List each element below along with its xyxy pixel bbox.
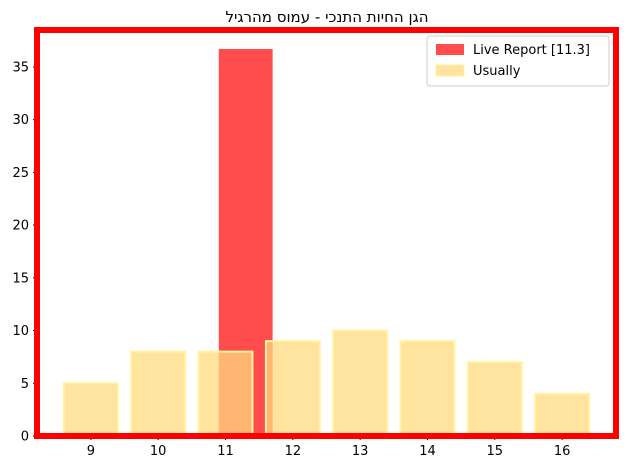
- x-tick-label: 11: [217, 444, 234, 459]
- usual-bar-9: [62, 382, 119, 438]
- x-axis: 9 10 11 12 13 14 15 16: [87, 436, 571, 459]
- plot-frame: [34, 27, 619, 439]
- chart-title: הגן החיות התנכי - עמוס מהרגיל: [225, 8, 428, 26]
- x-tick-label: 12: [285, 444, 302, 459]
- x-tick-label: 10: [150, 444, 167, 459]
- y-tick-label: 20: [12, 219, 29, 234]
- x-tick-label: 14: [419, 444, 436, 459]
- y-tick-label: 35: [12, 60, 29, 75]
- usual-bar-14: [399, 340, 456, 437]
- x-tick-label: 15: [487, 444, 504, 459]
- legend-box: [426, 35, 610, 87]
- legend-label-usually: Usually: [473, 64, 521, 79]
- legend-swatch-live: [436, 44, 464, 55]
- y-tick-label: 15: [12, 271, 29, 286]
- usual-bar-13: [332, 329, 389, 437]
- usual-bar-15: [466, 361, 523, 438]
- legend: Live Report [11.3] Usually: [426, 35, 610, 87]
- y-tick-label: 5: [21, 377, 29, 392]
- x-tick-label: 16: [554, 444, 571, 459]
- y-axis: 0 5 10 15 20 25 30 35: [12, 60, 37, 445]
- usual-bar-10: [130, 350, 187, 437]
- usual-bar-16: [534, 392, 591, 437]
- y-tick-label: 30: [12, 113, 29, 128]
- legend-swatch-usually: [435, 64, 465, 77]
- usual-bar-11: [197, 350, 254, 437]
- x-tick-label: 13: [352, 444, 369, 459]
- legend-label-live: Live Report [11.3]: [473, 43, 590, 58]
- y-tick-label: 0: [21, 430, 29, 445]
- usual-bar-12: [264, 340, 321, 437]
- x-tick-label: 9: [87, 444, 95, 459]
- bars-layer: [62, 48, 591, 438]
- y-tick-label: 10: [12, 324, 29, 339]
- y-tick-label: 25: [12, 166, 29, 181]
